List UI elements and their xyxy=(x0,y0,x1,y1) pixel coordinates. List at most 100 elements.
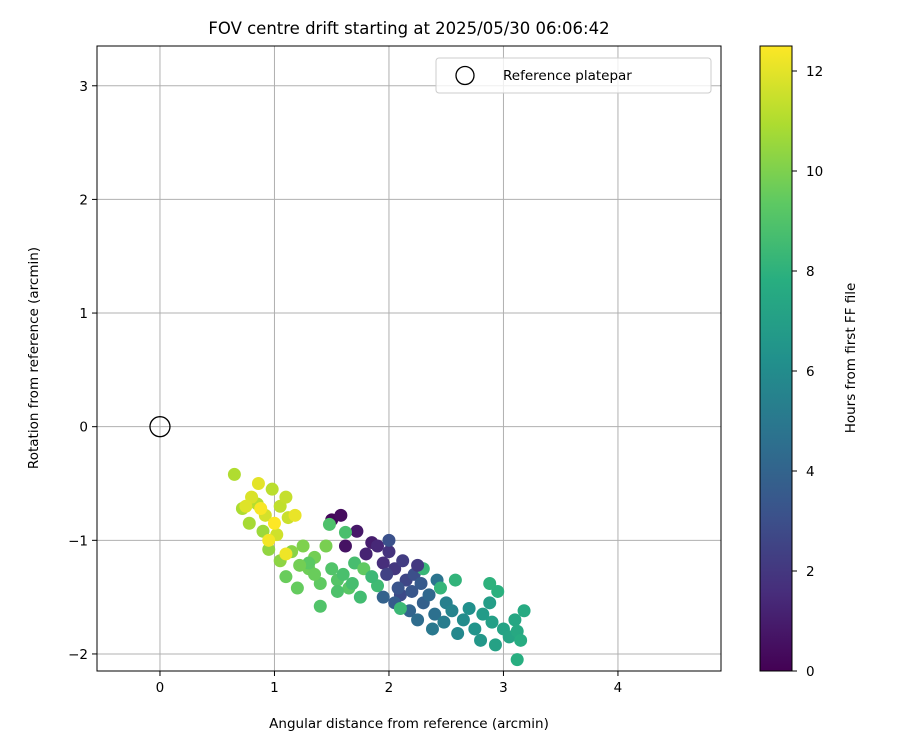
data-point xyxy=(382,545,396,559)
colorbar-tick-label: 10 xyxy=(806,164,823,180)
colorbar: 0 2 4 6 8 10 12 Hours from first FF file xyxy=(759,45,859,680)
data-point xyxy=(448,573,462,587)
y-tick-label: 3 xyxy=(79,79,88,95)
y-tick-label: −1 xyxy=(68,533,88,549)
data-point xyxy=(456,613,470,627)
colorbar-tick-label: 6 xyxy=(806,364,815,380)
data-point xyxy=(279,490,293,504)
data-point xyxy=(242,516,256,530)
data-point xyxy=(322,517,336,531)
data-point xyxy=(345,577,359,590)
colorbar-frame xyxy=(759,45,793,672)
data-point xyxy=(382,533,396,547)
data-point xyxy=(334,508,348,522)
data-point xyxy=(357,562,371,576)
data-point xyxy=(313,599,327,613)
plot-frame xyxy=(96,45,722,672)
data-point xyxy=(437,615,451,629)
colorbar-tick-label: 0 xyxy=(806,664,815,680)
data-point xyxy=(451,627,465,640)
data-point xyxy=(411,558,425,572)
x-tick-label: 4 xyxy=(614,680,623,696)
data-point xyxy=(296,539,310,553)
reference-marker xyxy=(149,416,171,438)
data-point xyxy=(290,581,304,595)
y-tick-label: 2 xyxy=(79,192,88,208)
x-tick-label: 3 xyxy=(499,680,508,696)
data-point xyxy=(262,533,276,547)
data-point xyxy=(422,588,436,602)
data-point xyxy=(227,467,241,481)
colorbar-tick-label: 4 xyxy=(806,464,815,480)
data-point xyxy=(433,581,447,595)
x-tick-label: 2 xyxy=(385,680,394,696)
data-point xyxy=(353,590,367,604)
data-point xyxy=(396,554,410,568)
y-tick-label: −2 xyxy=(68,647,88,663)
data-point xyxy=(514,633,528,647)
data-point xyxy=(414,577,428,590)
data-point xyxy=(517,604,531,618)
data-point xyxy=(393,602,407,615)
x-axis-ticks: 0 1 2 3 4 xyxy=(156,671,623,696)
data-point xyxy=(474,633,488,647)
data-point xyxy=(483,596,497,610)
data-point xyxy=(468,622,482,636)
legend-entry-reference: Reference platepar xyxy=(503,68,632,84)
data-point xyxy=(336,567,350,581)
data-point xyxy=(428,607,442,621)
data-point xyxy=(293,558,307,572)
colorbar-gradient xyxy=(760,46,792,671)
legend-box xyxy=(435,57,712,94)
x-tick-label: 1 xyxy=(270,680,279,696)
colorbar-tick-label: 2 xyxy=(806,564,815,580)
data-point xyxy=(476,607,490,621)
legend-marker xyxy=(455,65,475,86)
y-tick-label: 0 xyxy=(79,420,88,436)
data-point xyxy=(405,584,419,598)
data-point xyxy=(491,584,505,598)
x-axis-label: Angular distance from reference (arcmin) xyxy=(269,716,549,732)
data-point xyxy=(462,602,476,615)
data-point xyxy=(483,577,497,590)
data-point xyxy=(330,584,344,598)
data-point xyxy=(279,570,293,584)
y-tick-label: 1 xyxy=(79,306,88,322)
data-point xyxy=(239,499,253,513)
data-point xyxy=(425,622,439,636)
data-point xyxy=(445,604,459,618)
data-point xyxy=(510,653,524,667)
colorbar-tick-label: 8 xyxy=(806,264,815,280)
data-point xyxy=(265,482,279,496)
data-point xyxy=(376,590,390,604)
colorbar-label: Hours from first FF file xyxy=(843,283,859,434)
data-point xyxy=(251,477,265,490)
data-point xyxy=(485,615,499,629)
data-point xyxy=(359,547,373,561)
data-point xyxy=(288,508,302,522)
data-point xyxy=(254,502,268,515)
data-point xyxy=(380,567,394,581)
data-point xyxy=(308,567,322,581)
chart-title: FOV centre drift starting at 2025/05/30 … xyxy=(208,19,609,38)
legend: Reference platepar xyxy=(435,57,712,94)
data-point xyxy=(338,539,352,553)
data-point xyxy=(279,547,293,561)
data-point xyxy=(338,525,352,539)
colorbar-ticks: 0 2 4 6 8 10 12 xyxy=(792,64,823,680)
data-point xyxy=(365,570,379,584)
reference-point xyxy=(149,416,171,438)
x-tick-label: 0 xyxy=(156,680,165,696)
colorbar-tick-label: 12 xyxy=(806,64,823,80)
data-points xyxy=(227,467,531,667)
data-point xyxy=(267,516,281,530)
data-point xyxy=(508,613,522,627)
data-point xyxy=(488,638,502,652)
data-point xyxy=(262,542,276,556)
data-point xyxy=(319,539,333,553)
data-point xyxy=(350,524,364,538)
data-point xyxy=(411,613,425,627)
y-axis-label: Rotation from reference (arcmin) xyxy=(26,247,42,469)
data-point xyxy=(325,562,339,576)
